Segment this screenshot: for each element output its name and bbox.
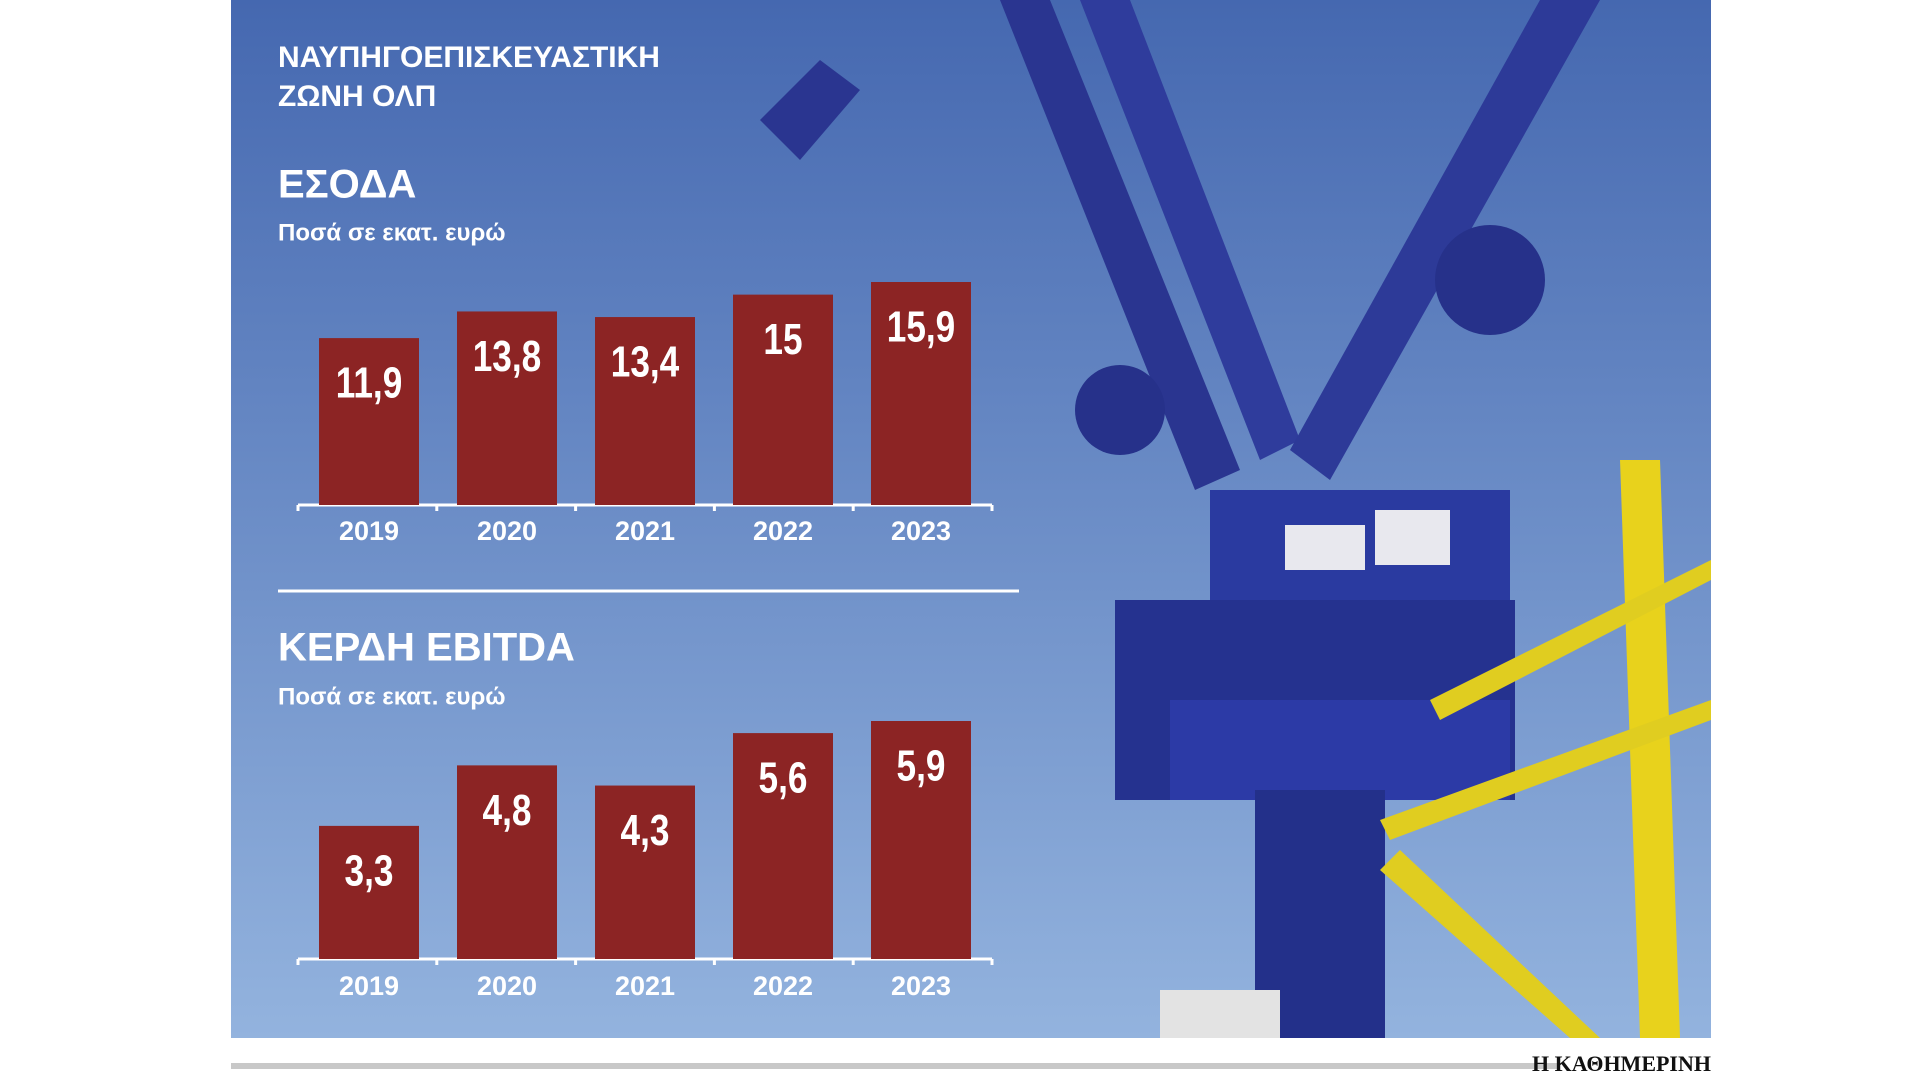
value-label: 5,9 — [897, 742, 946, 791]
chart-subtitle: Ποσά σε εκατ. ευρώ — [278, 219, 506, 246]
chart-title: ΚΕΡΔΗ EBITDA — [278, 626, 575, 670]
x-tick-label: 2023 — [891, 971, 951, 1001]
bar — [319, 825, 419, 959]
credit: Η ΚΑΘΗΜΕΡΙΝΗ — [1532, 1051, 1711, 1076]
value-label: 15 — [763, 316, 802, 365]
value-label: 13,8 — [473, 332, 541, 381]
value-label: 15,9 — [887, 303, 955, 352]
chart-subtitle: Ποσά σε εκατ. ευρώ — [278, 683, 506, 710]
chart-title: ΕΣΟΔΑ — [278, 163, 416, 207]
bar — [595, 317, 695, 505]
bar — [595, 785, 695, 959]
bar — [457, 311, 557, 505]
x-tick-label: 2021 — [615, 971, 675, 1001]
x-tick-label: 2022 — [753, 971, 813, 1001]
bar — [733, 294, 833, 505]
header-title: ΝΑΥΠΗΓΟΕΠΙΣΚΕΥΑΣΤΙΚΗ — [278, 41, 660, 74]
bar — [457, 765, 557, 959]
crane-illustration — [760, 0, 1711, 1038]
x-tick-label: 2022 — [753, 516, 813, 546]
x-tick-label: 2021 — [615, 516, 675, 546]
value-label: 5,6 — [759, 754, 808, 803]
bar — [871, 282, 971, 505]
x-tick-label: 2019 — [339, 971, 399, 1001]
x-tick-label: 2023 — [891, 516, 951, 546]
x-tick-label: 2019 — [339, 516, 399, 546]
bar — [733, 733, 833, 959]
bar — [871, 721, 971, 959]
value-label: 4,3 — [621, 807, 670, 856]
value-label: 13,4 — [611, 338, 679, 387]
value-label: 3,3 — [345, 847, 394, 896]
header-title: ΖΩΝΗ ΟΛΠ — [278, 80, 436, 113]
bar — [319, 338, 419, 505]
footer-rule — [231, 1063, 1557, 1069]
value-label: 11,9 — [336, 359, 403, 408]
x-tick-label: 2020 — [477, 971, 537, 1001]
x-tick-label: 2020 — [477, 516, 537, 546]
value-label: 4,8 — [483, 786, 532, 835]
